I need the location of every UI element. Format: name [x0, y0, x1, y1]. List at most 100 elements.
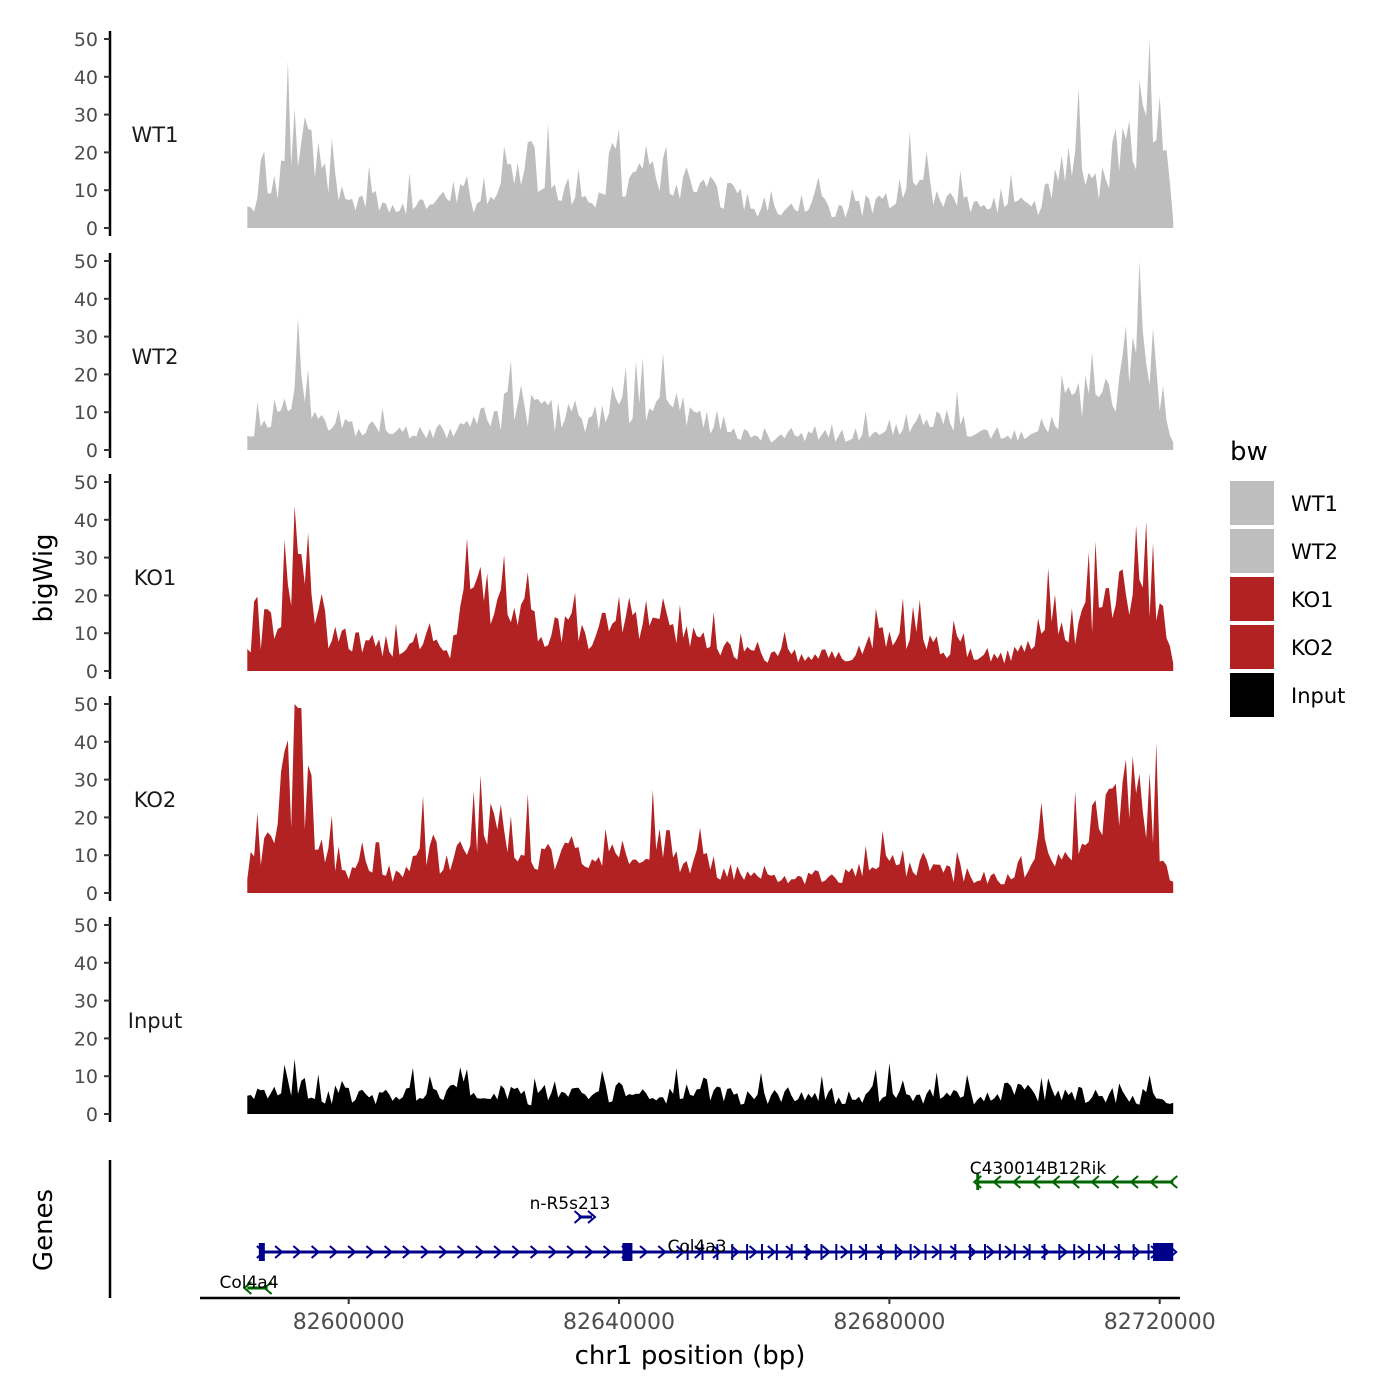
y-tick-label: 20: [74, 585, 98, 607]
y-tick-label: 20: [74, 1028, 98, 1050]
strand-arrow-icon: [587, 1210, 597, 1224]
track-ko1: 0 10 20 30 40 50 KO1: [74, 472, 1174, 683]
y-tick-label: 50: [74, 472, 98, 494]
strand-arrow-icon: [675, 1245, 686, 1259]
exon: [686, 1244, 689, 1260]
y-tick-label: 0: [86, 883, 98, 905]
exon: [1028, 1244, 1031, 1260]
strand-arrow-icon: [383, 1245, 394, 1259]
strand-arrow-icon: [1070, 1175, 1080, 1189]
strand-arrow-icon: [767, 1245, 777, 1259]
legend: bw WT1 WT2 KO1 KO2 Input: [1230, 437, 1345, 717]
strand-arrow-icon: [730, 1245, 740, 1259]
strand-arrow-icon: [1090, 1175, 1100, 1189]
exon: [879, 1244, 882, 1260]
y-tick-label: 10: [74, 1066, 98, 1088]
gene-label: Col4a4: [219, 1273, 278, 1293]
exon: [731, 1244, 734, 1260]
legend-title: bw: [1230, 437, 1268, 467]
y-tick-label: 30: [74, 327, 98, 349]
x-tick-label: 82680000: [833, 1310, 945, 1335]
track-wt1: 0 10 20 30 40 50 WT1: [74, 29, 1174, 240]
exon: [894, 1244, 897, 1260]
y-tick-label: 0: [86, 440, 98, 462]
strand-arrow-icon: [992, 1175, 1002, 1189]
y-tick-label: 40: [74, 510, 98, 532]
exon: [1088, 1244, 1091, 1260]
strand-arrow-icon: [584, 1245, 594, 1259]
gene-col4a3: Col4a3: [256, 1237, 1178, 1261]
x-axis: 82600000 82640000 82680000 82720000: [200, 1296, 1216, 1335]
strand-arrow-icon: [748, 1245, 759, 1259]
strand-arrow-icon: [821, 1245, 832, 1259]
track-label: WT2: [132, 345, 179, 369]
y-tick-label: 20: [74, 807, 98, 829]
track-label: KO2: [134, 788, 177, 812]
exon: [805, 1244, 808, 1260]
coverage-area-ko2: [247, 704, 1174, 893]
y-tick-label: 30: [74, 770, 98, 792]
exon: [909, 1244, 912, 1260]
coverage-area-input: [247, 1058, 1174, 1114]
exon: [1102, 1244, 1105, 1260]
exon: [984, 1244, 986, 1260]
strand-arrow-icon: [573, 1210, 584, 1224]
strand-arrow-icon: [913, 1245, 923, 1259]
strand-arrow-icon: [1077, 1245, 1087, 1259]
strand-arrow-icon: [785, 1245, 795, 1259]
strand-arrow-icon: [529, 1245, 540, 1259]
strand-arrow-icon: [1149, 1175, 1159, 1189]
strand-arrow-icon: [1168, 1175, 1178, 1189]
exon: [820, 1244, 823, 1260]
legend-swatch-input: [1230, 673, 1274, 717]
y-tick-label: 0: [86, 661, 98, 683]
strand-arrow-icon: [1113, 1245, 1124, 1259]
y-tick-label: 50: [74, 251, 98, 273]
strand-arrow-icon: [1059, 1245, 1069, 1259]
strand-arrow-icon: [949, 1245, 959, 1259]
exon: [939, 1244, 942, 1260]
strand-arrow-icon: [876, 1245, 886, 1259]
coverage-area-ko1: [247, 505, 1174, 671]
strand-arrow-icon: [310, 1245, 321, 1259]
exon: [835, 1244, 838, 1260]
x-tick-label: 82600000: [293, 1310, 405, 1335]
strand-arrow-icon: [1051, 1175, 1061, 1189]
strand-arrow-icon: [840, 1245, 850, 1259]
exon: [998, 1244, 1001, 1260]
y-tick-label: 10: [74, 845, 98, 867]
y-tick-label: 40: [74, 732, 98, 754]
y-tick-label: 20: [74, 142, 98, 164]
y-tick-label: 10: [74, 180, 98, 202]
exon: [760, 1244, 763, 1260]
exon: [1073, 1244, 1076, 1260]
legend-label: KO1: [1291, 588, 1334, 612]
y-tick-label: 20: [74, 364, 98, 386]
strand-arrow-icon: [1132, 1245, 1142, 1259]
exon: [924, 1244, 927, 1260]
y-tick-label: 50: [74, 29, 98, 51]
exon: [850, 1244, 853, 1260]
legend-label: Input: [1291, 684, 1345, 708]
gene-label: C430014B12Rik: [970, 1159, 1107, 1179]
y-tick-label: 40: [74, 67, 98, 89]
exon: [1152, 1243, 1174, 1261]
exon: [954, 1244, 957, 1260]
exon: [1132, 1244, 1135, 1260]
strand-arrow-icon: [1129, 1175, 1139, 1189]
track-input: 0 10 20 30 40 50 Input: [74, 915, 1174, 1126]
y-tick-label: 30: [74, 548, 98, 570]
y-tick-label: 30: [74, 105, 98, 127]
y-tick-label: 40: [74, 953, 98, 975]
exon: [1147, 1244, 1150, 1260]
track-ko2: 0 10 20 30 40 50 KO2: [74, 694, 1174, 905]
exon: [790, 1244, 793, 1260]
exon: [258, 1243, 265, 1261]
y-tick-label: 0: [86, 1104, 98, 1126]
exon: [746, 1244, 749, 1260]
exon: [622, 1243, 633, 1261]
strand-arrow-icon: [566, 1245, 576, 1259]
exon: [969, 1244, 972, 1260]
strand-arrow-icon: [657, 1245, 667, 1259]
gene-c430014b12rik: C430014B12Rik: [970, 1159, 1178, 1190]
